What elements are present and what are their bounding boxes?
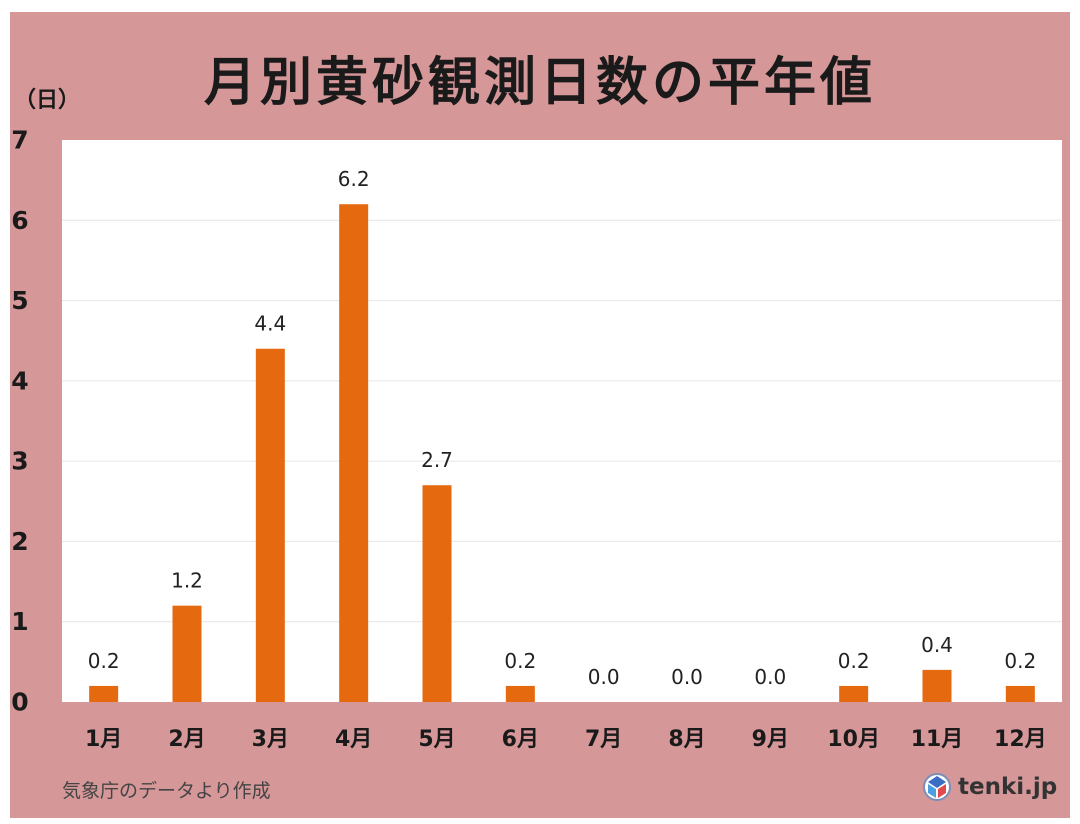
bar — [339, 204, 369, 702]
bar — [89, 685, 119, 702]
y-axis-ticks: 0 1 2 3 4 5 6 7 — [11, 126, 28, 717]
bar — [172, 605, 202, 702]
source-note: 気象庁のデータより作成 — [62, 780, 271, 802]
data-labels: 0.2 1.2 4.4 6.2 2.7 0.2 0.0 0.0 0.0 0.2 0.4 0.2 — [88, 167, 1036, 689]
data-label: 6.2 — [338, 167, 370, 191]
data-label: 0.0 — [588, 665, 620, 689]
chart-title: 月別黄砂観測日数の平年値 — [203, 53, 876, 113]
y-tick-label: 3 — [11, 447, 28, 476]
bars — [89, 204, 1035, 702]
x-tick-label: 3月 — [252, 727, 289, 752]
data-label: 2.7 — [421, 448, 453, 472]
gridlines — [62, 219, 1062, 623]
bar — [422, 485, 452, 702]
plot-area — [62, 140, 1062, 702]
y-axis-unit-label: （日） — [14, 88, 81, 113]
x-tick-label: 12月 — [994, 727, 1047, 752]
bar — [255, 348, 285, 702]
x-tick-label: 2月 — [168, 727, 205, 752]
data-label: 0.2 — [1004, 649, 1036, 673]
data-label: 0.2 — [504, 649, 536, 673]
bar — [505, 685, 535, 702]
data-label: 0.2 — [838, 649, 870, 673]
y-tick-label: 4 — [11, 366, 28, 395]
y-tick-label: 6 — [11, 206, 28, 235]
x-tick-label: 6月 — [502, 727, 539, 752]
x-tick-label: 1月 — [85, 727, 122, 752]
y-tick-label: 2 — [11, 527, 28, 556]
x-tick-label: 7月 — [585, 727, 622, 752]
data-label: 0.2 — [88, 649, 120, 673]
x-tick-label: 5月 — [418, 727, 455, 752]
bar — [922, 669, 952, 702]
y-tick-label: 0 — [11, 688, 28, 717]
y-tick-label: 1 — [11, 607, 28, 636]
y-tick-label: 5 — [11, 286, 28, 315]
x-tick-label: 11月 — [911, 727, 964, 752]
data-label: 1.2 — [171, 569, 203, 593]
tenki-logo-icon — [923, 773, 951, 801]
x-tick-label: 10月 — [827, 727, 880, 752]
y-tick-label: 7 — [11, 126, 28, 155]
data-label: 0.0 — [671, 665, 703, 689]
bar — [1005, 685, 1035, 702]
x-axis-ticks: 1月 2月 3月 4月 5月 6月 7月 8月 9月 10月 11月 12月 — [85, 727, 1047, 752]
x-tick-label: 4月 — [335, 727, 372, 752]
data-label: 0.0 — [754, 665, 786, 689]
data-label: 4.4 — [254, 312, 286, 336]
bar — [839, 685, 869, 702]
tenki-logo: tenki.jp — [922, 767, 1057, 807]
x-tick-label: 9月 — [752, 727, 789, 752]
tenki-logo-text: tenki.jp — [958, 774, 1058, 800]
x-tick-label: 8月 — [668, 727, 705, 752]
data-label: 0.4 — [921, 633, 953, 657]
